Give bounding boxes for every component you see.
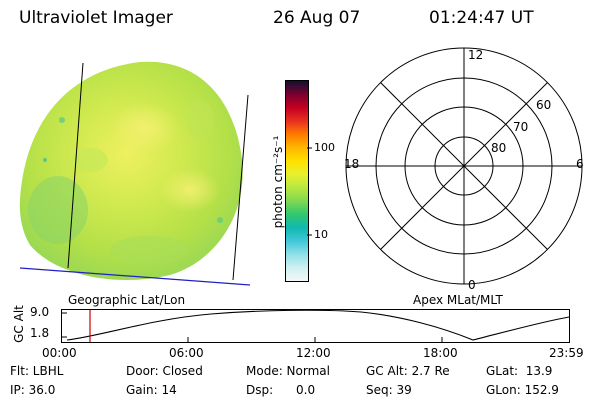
info-glat: GLat: 13.9 <box>486 364 553 378</box>
lat-label-80: 80 <box>491 141 507 155</box>
uv-image <box>19 61 251 286</box>
mlt-label-6: 6 <box>576 157 584 171</box>
lat-label-70: 70 <box>513 120 529 134</box>
time-tick-1200: 12:00 <box>296 346 331 360</box>
instrument-title: Ultraviolet Imager <box>19 8 173 28</box>
info-ip: IP: 36.0 <box>10 383 56 397</box>
info-gain: Gain: 14 <box>126 383 177 397</box>
mlt-label-18: 18 <box>344 157 360 171</box>
time-tick-2359: 23:59 <box>549 346 584 360</box>
info-gc-alt: GC Alt: 2.7 Re <box>366 364 450 378</box>
altitude-curve <box>66 309 570 341</box>
altitude-ylabel: GC Alt <box>12 305 26 343</box>
lat-label-60: 60 <box>536 98 552 112</box>
lon-line-right <box>232 94 249 281</box>
info-door: Door: Closed <box>126 364 203 378</box>
altitude-plot <box>61 309 570 343</box>
mlt-label-0: 0 <box>468 278 476 292</box>
info-flt: Flt: LBHL <box>10 364 64 378</box>
colorbar-tick-10: 10 <box>314 228 328 241</box>
info-seq: Seq: 39 <box>366 383 412 397</box>
colorbar-tick-100: 100 <box>314 141 335 154</box>
info-glon: GLon: 152.9 <box>486 383 559 397</box>
polar-panel-label: Apex MLat/MLT <box>413 293 503 307</box>
time-tick-1800: 18:00 <box>423 346 458 360</box>
image-panel-label: Geographic Lat/Lon <box>68 293 186 307</box>
mlt-label-12: 12 <box>468 48 484 62</box>
altitude-ytick-min: 1.8 <box>30 326 50 340</box>
colorbar-ticks <box>307 147 312 236</box>
time-tick-0000: 00:00 <box>42 346 77 360</box>
date-label: 26 Aug 07 <box>273 8 361 28</box>
info-dsp: Dsp: 0.0 <box>246 383 316 397</box>
colorbar-unit-label: photon cm⁻²s⁻¹ <box>271 135 285 229</box>
time-label: 01:24:47 UT <box>429 8 534 28</box>
lon-line-left <box>67 62 84 269</box>
colorbar-gradient <box>286 81 308 281</box>
colorbar <box>285 80 309 282</box>
polar-plot <box>345 47 583 285</box>
earth-disk <box>19 61 243 281</box>
time-tick-0600: 06:00 <box>169 346 204 360</box>
info-mode: Mode: Normal <box>246 364 330 378</box>
horizon-line <box>19 267 251 286</box>
altitude-ytick-max: 9.0 <box>30 305 50 319</box>
